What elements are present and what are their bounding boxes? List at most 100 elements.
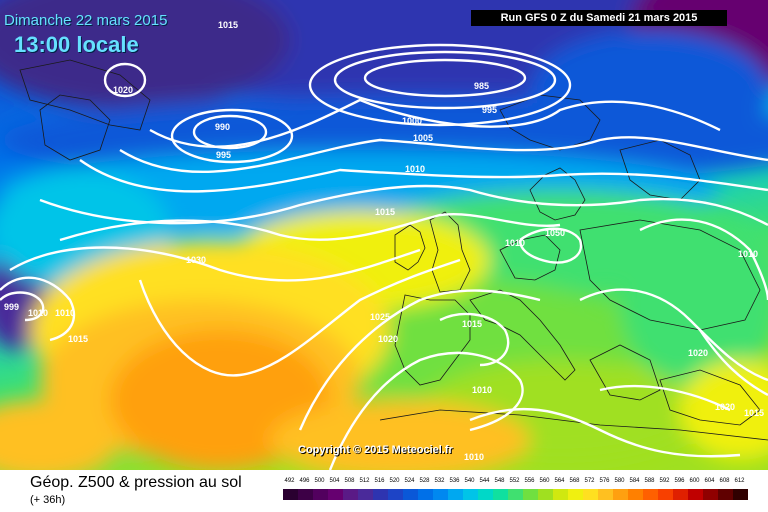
scale-label: 612 (734, 478, 745, 484)
scale-swatch (673, 489, 688, 500)
forecast-date: Dimanche 22 mars 2015 (4, 12, 168, 29)
scale-swatch (538, 489, 553, 500)
pressure-label: 1010 (28, 308, 48, 318)
scale-swatch (283, 489, 298, 500)
scale-swatch (388, 489, 403, 500)
scale-swatch (718, 489, 733, 500)
scale-label: 584 (629, 478, 640, 484)
scale-swatch (613, 489, 628, 500)
scale-swatch (688, 489, 703, 500)
scale-label: 580 (614, 478, 625, 484)
scale-label: 512 (359, 478, 370, 484)
pressure-label: 1020 (378, 334, 398, 344)
pressure-label: 1015 (68, 334, 88, 344)
scale-swatch (313, 489, 328, 500)
scale-swatch (463, 489, 478, 500)
scale-swatch (478, 489, 493, 500)
scale-swatch (568, 489, 583, 500)
scale-label: 560 (539, 478, 550, 484)
pressure-label: 1010 (464, 452, 484, 462)
scale-label: 544 (479, 478, 490, 484)
scale-swatch (343, 489, 358, 500)
weather-map: 1015 1020 990 995 985 995 1000 1005 1010… (0, 0, 768, 470)
scale-swatch (493, 489, 508, 500)
scale-swatch (373, 489, 388, 500)
pressure-label: 1020 (688, 348, 708, 358)
pressure-label: 1050 (545, 228, 565, 238)
color-scale: 492 496 500 504 508 512 516 520 524 528 532 536 540 5… (283, 478, 751, 508)
pressure-label: 1010 (405, 164, 425, 174)
pressure-label: 985 (474, 81, 489, 91)
scale-label: 556 (524, 478, 535, 484)
scale-swatch (583, 489, 598, 500)
pressure-label: 1020 (113, 85, 133, 95)
scale-swatch (433, 489, 448, 500)
pressure-label: 1010 (55, 308, 75, 318)
pressure-label: 1010 (738, 249, 758, 259)
scale-swatch (298, 489, 313, 500)
pressure-label: 1010 (505, 238, 525, 248)
scale-swatch (328, 489, 343, 500)
legend-panel: Géop. Z500 & pression au sol (+ 36h) 492… (0, 470, 768, 512)
scale-label: 540 (464, 478, 475, 484)
scale-label: 552 (509, 478, 520, 484)
pressure-label: 1015 (462, 319, 482, 329)
pressure-label: 990 (215, 122, 230, 132)
scale-swatch (598, 489, 613, 500)
scale-label: 568 (569, 478, 580, 484)
forecast-local-time: 13:00 locale (14, 32, 139, 57)
pressure-label: 999 (4, 302, 19, 312)
scale-label: 576 (599, 478, 610, 484)
scale-label: 592 (659, 478, 670, 484)
model-run-label: Run GFS 0 Z du Samedi 21 mars 2015 (471, 10, 727, 26)
scale-label: 516 (374, 478, 385, 484)
scale-label: 532 (434, 478, 445, 484)
pressure-label-group: 1015 1020 990 995 985 995 1000 1005 1010… (4, 20, 764, 462)
pressure-label: 1015 (744, 408, 764, 418)
scale-label: 608 (719, 478, 730, 484)
pressure-label: 1015 (218, 20, 238, 30)
scale-label: 600 (689, 478, 700, 484)
geopotential-field: 1015 1020 990 995 985 995 1000 1005 1010… (0, 0, 768, 470)
forecast-lead-time: (+ 36h) (30, 494, 66, 506)
scale-swatch (658, 489, 673, 500)
scale-swatch (448, 489, 463, 500)
scale-swatch (643, 489, 658, 500)
pressure-label: 995 (482, 105, 497, 115)
scale-label: 492 (284, 478, 295, 484)
scale-swatch (553, 489, 568, 500)
scale-label: 508 (344, 478, 355, 484)
copyright-notice: Copyright © 2015 Meteociel.fr (298, 444, 453, 456)
scale-label: 528 (419, 478, 430, 484)
scale-swatch (523, 489, 538, 500)
scale-label: 504 (329, 478, 340, 484)
pressure-label: 1000 (402, 116, 422, 126)
scale-label: 536 (449, 478, 460, 484)
color-scale-bar (283, 489, 751, 500)
coastlines (19, 59, 768, 441)
pressure-label: 995 (216, 150, 231, 160)
scale-swatch (508, 489, 523, 500)
pressure-label: 1005 (413, 133, 433, 143)
scale-swatch (628, 489, 643, 500)
pressure-label: 1030 (186, 255, 206, 265)
color-scale-labels: 492 496 500 504 508 512 516 520 524 528 532 536 540 5… (283, 478, 751, 488)
scale-swatch (703, 489, 718, 500)
scale-label: 588 (644, 478, 655, 484)
scale-swatch (733, 489, 748, 500)
scale-swatch (403, 489, 418, 500)
isobars (0, 43, 768, 470)
scale-label: 500 (314, 478, 325, 484)
pressure-label: 1010 (472, 385, 492, 395)
scale-label: 496 (299, 478, 310, 484)
scale-swatch (358, 489, 373, 500)
pressure-label: 1020 (715, 402, 735, 412)
scale-label: 524 (404, 478, 415, 484)
pressure-label: 1025 (370, 312, 390, 322)
scale-swatch (418, 489, 433, 500)
scale-label: 572 (584, 478, 595, 484)
scale-label: 596 (674, 478, 685, 484)
scale-label: 548 (494, 478, 505, 484)
scale-label: 564 (554, 478, 565, 484)
map-product-title: Géop. Z500 & pression au sol (30, 474, 242, 491)
